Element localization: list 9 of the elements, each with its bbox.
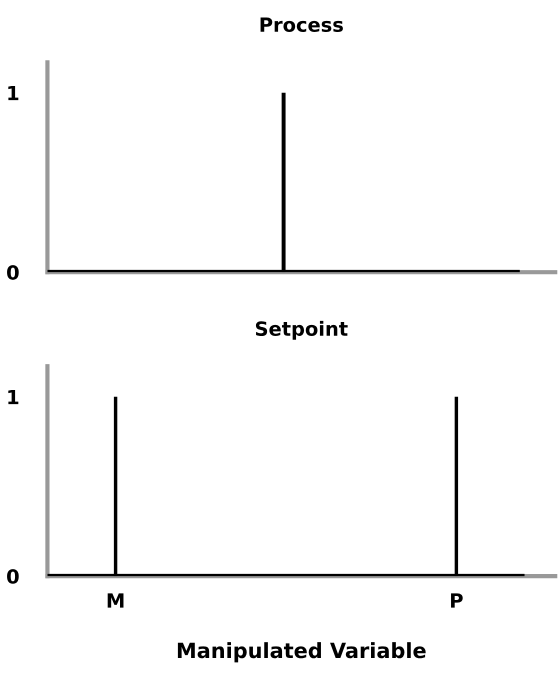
chart-title: Setpoint — [256, 320, 348, 340]
x-tick-label: P — [451, 593, 463, 608]
x-tick-label: M — [108, 593, 124, 608]
y-tick-label: 0 — [7, 569, 19, 584]
y-tick-label: 1 — [8, 86, 18, 100]
x-axis-title: Manipulated Variable — [178, 642, 426, 662]
y-tick-label: 1 — [8, 390, 18, 404]
chart-title: Process — [260, 18, 343, 32]
y-tick-label: 0 — [7, 265, 19, 280]
